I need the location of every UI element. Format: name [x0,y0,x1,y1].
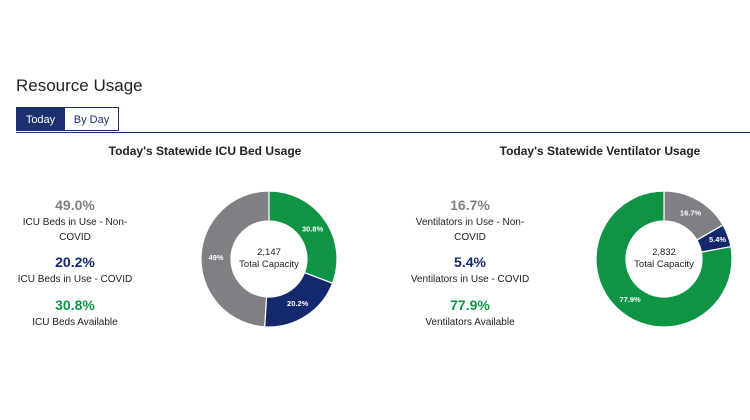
tab-bar: Today By Day [16,107,750,133]
icu-stat-covid: 20.2% ICU Beds in Use - COVID [10,254,140,287]
ventilator-donut-chart: 2,832 Total Capacity 16.7% 5.4% 77.9% [595,190,733,328]
center-value: 2,832 [652,247,676,258]
icu-bed-donut-chart: 2,147 Total Capacity 49% 20.2% 30.8% [200,190,338,328]
stat-percentage: 20.2% [55,254,95,270]
center-label: Total Capacity [634,259,694,270]
stat-label: ICU Beds in Use - Non- COVID [22,217,128,243]
icu-stat-non-covid: 49.0% ICU Beds in Use - Non- COVID [10,197,140,245]
tab-by-day[interactable]: By Day [65,107,119,131]
stat-percentage: 5.4% [454,254,486,270]
center-value: 2,147 [257,247,281,258]
donut-slice-label: 49% [209,253,224,262]
donut-slice-label: 5.4% [709,235,726,244]
donut-slice-label: 20.2% [287,299,309,308]
stat-label: Ventilators Available [425,317,515,328]
donut-slice-non-covid[interactable] [200,190,270,328]
stat-percentage: 16.7% [450,197,490,213]
stat-label: ICU Beds Available [32,317,118,328]
icu-panel-title: Today's Statewide ICU Bed Usage [108,144,302,158]
vent-stat-covid: 5.4% Ventilators in Use - COVID [405,254,535,287]
ventilator-panel-title: Today's Statewide Ventilator Usage [499,144,701,158]
tab-today[interactable]: Today [16,107,65,131]
donut-slice-available[interactable] [268,190,338,285]
stat-label: Ventilators in Use - Non- COVID [415,217,525,243]
donut-slice-available[interactable] [595,190,733,328]
center-label: Total Capacity [239,259,299,270]
vent-stat-available: 77.9% Ventilators Available [405,297,535,330]
donut-slice-label: 30.8% [302,224,324,233]
stat-percentage: 77.9% [450,297,490,313]
stat-label: Ventilators in Use - COVID [410,274,530,285]
vent-stat-non-covid: 16.7% Ventilators in Use - Non- COVID [405,197,535,245]
stat-label: ICU Beds in Use - COVID [17,274,133,285]
stat-percentage: 49.0% [55,197,95,213]
icu-stat-available: 30.8% ICU Beds Available [10,297,140,330]
stat-percentage: 30.8% [55,297,95,313]
donut-slice-label: 16.7% [680,209,702,218]
donut-slice-covid[interactable] [264,271,334,328]
donut-slice-label: 77.9% [619,295,641,304]
section-title: Resource Usage [16,76,143,95]
